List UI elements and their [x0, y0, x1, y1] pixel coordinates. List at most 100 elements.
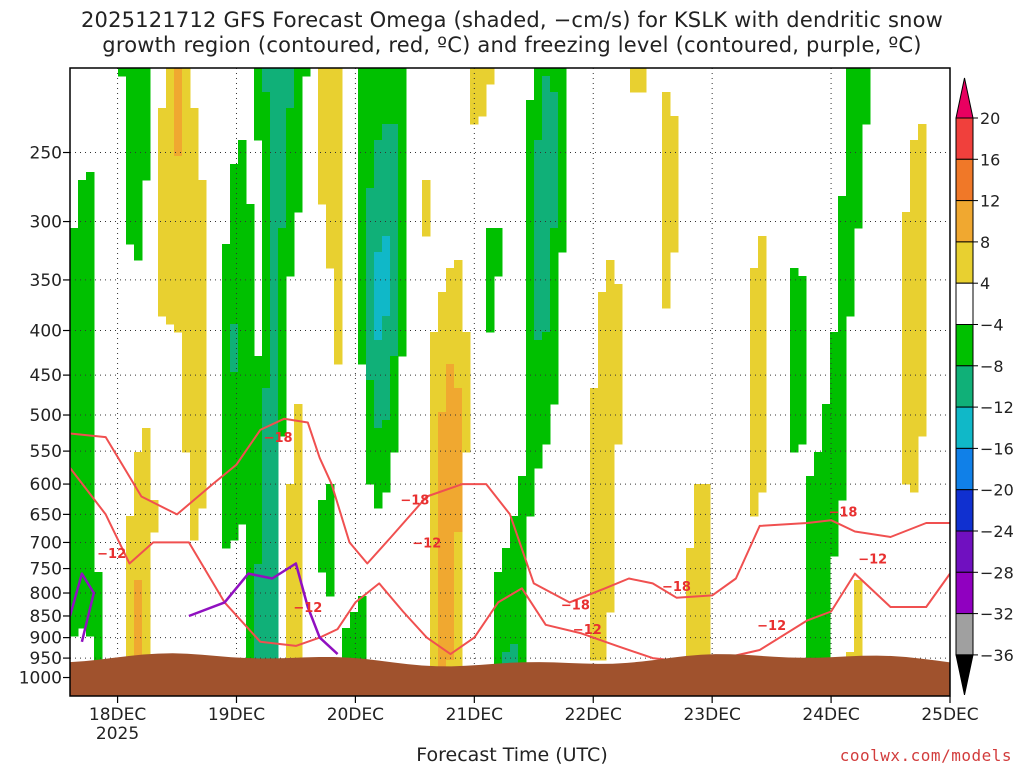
omega-cell: [470, 108, 479, 117]
omega-cell: [518, 500, 527, 509]
omega-cell: [286, 220, 295, 229]
omega-cell: [526, 412, 535, 421]
omega-cell: [806, 548, 815, 557]
omega-cell: [854, 76, 863, 85]
omega-cell: [358, 348, 367, 357]
omega-cell: [230, 420, 239, 429]
omega-cell: [534, 132, 543, 141]
omega-cell: [838, 356, 847, 365]
omega-cell: [366, 324, 375, 333]
omega-cell: [278, 372, 287, 381]
omega-cell: [166, 124, 175, 133]
omega-cell: [190, 292, 199, 301]
omega-cell: [686, 644, 695, 653]
omega-cell: [822, 644, 831, 653]
omega-cell: [166, 308, 175, 317]
omega-cell: [598, 452, 607, 461]
omega-cell: [182, 348, 191, 357]
omega-cell: [230, 212, 239, 221]
omega-cell: [158, 308, 167, 317]
omega-cell: [270, 76, 279, 85]
omega-cell: [286, 628, 295, 637]
omega-cell: [382, 476, 391, 485]
omega-cell: [326, 100, 335, 109]
omega-cell: [462, 348, 471, 357]
omega-cell: [486, 284, 495, 293]
omega-cell: [454, 620, 463, 629]
omega-cell: [270, 164, 279, 173]
omega-cell: [358, 156, 367, 165]
omega-cell: [590, 468, 599, 477]
omega-cell: [326, 84, 335, 93]
omega-cell: [542, 204, 551, 213]
omega-cell: [78, 364, 87, 373]
omega-cell: [158, 300, 167, 309]
omega-cell: [86, 180, 95, 189]
omega-cell: [382, 220, 391, 229]
omega-cell: [78, 596, 87, 605]
omega-cell: [142, 156, 151, 165]
omega-cell: [910, 220, 919, 229]
omega-cell: [550, 124, 559, 133]
omega-cell: [366, 300, 375, 309]
omega-cell: [262, 396, 271, 405]
x-tick-label: 25DEC: [921, 705, 978, 725]
omega-cell: [390, 212, 399, 221]
omega-cell: [278, 260, 287, 269]
omega-cell: [486, 228, 495, 237]
omega-cell: [70, 316, 79, 325]
y-tick-label: 650: [30, 505, 62, 525]
omega-cell: [70, 340, 79, 349]
omega-cell: [446, 556, 455, 565]
omega-cell: [830, 460, 839, 469]
omega-cell: [238, 180, 247, 189]
omega-cell: [238, 420, 247, 429]
omega-cell: [78, 196, 87, 205]
omega-cell: [470, 92, 479, 101]
omega-cell: [686, 588, 695, 597]
omega-cell: [454, 588, 463, 597]
omega-cell: [662, 132, 671, 141]
omega-cell: [278, 236, 287, 245]
omega-cell: [662, 260, 671, 269]
omega-cell: [222, 380, 231, 389]
omega-cell: [430, 444, 439, 453]
omega-cell: [286, 644, 295, 653]
omega-cell: [262, 260, 271, 269]
omega-cell: [534, 268, 543, 277]
omega-cell: [374, 364, 383, 373]
omega-cell: [190, 348, 199, 357]
omega-cell: [790, 332, 799, 341]
omega-cell: [134, 140, 143, 149]
omega-cell: [358, 100, 367, 109]
omega-cell: [390, 420, 399, 429]
omega-cell: [222, 412, 231, 421]
omega-cell: [294, 444, 303, 453]
omega-cell: [494, 604, 503, 613]
omega-cell: [486, 76, 495, 85]
colorbar-label: −8: [980, 357, 1004, 376]
omega-cell: [294, 92, 303, 101]
omega-cell: [190, 476, 199, 485]
omega-cell: [366, 236, 375, 245]
omega-cell: [510, 636, 519, 645]
omega-cell: [230, 268, 239, 277]
omega-cell: [246, 468, 255, 477]
omega-cell: [198, 500, 207, 509]
omega-cell: [222, 268, 231, 277]
omega-cell: [230, 468, 239, 477]
omega-cell: [526, 132, 535, 141]
omega-cell: [78, 340, 87, 349]
omega-cell: [606, 340, 615, 349]
omega-cell: [230, 252, 239, 261]
omega-cell: [374, 236, 383, 245]
omega-cell: [262, 492, 271, 501]
y-tick-label: 800: [30, 584, 62, 604]
omega-cell: [454, 260, 463, 269]
omega-cell: [694, 524, 703, 533]
omega-cell: [846, 172, 855, 181]
omega-cell: [846, 76, 855, 85]
omega-cell: [590, 508, 599, 517]
omega-cell: [198, 220, 207, 229]
omega-cell: [134, 644, 143, 653]
